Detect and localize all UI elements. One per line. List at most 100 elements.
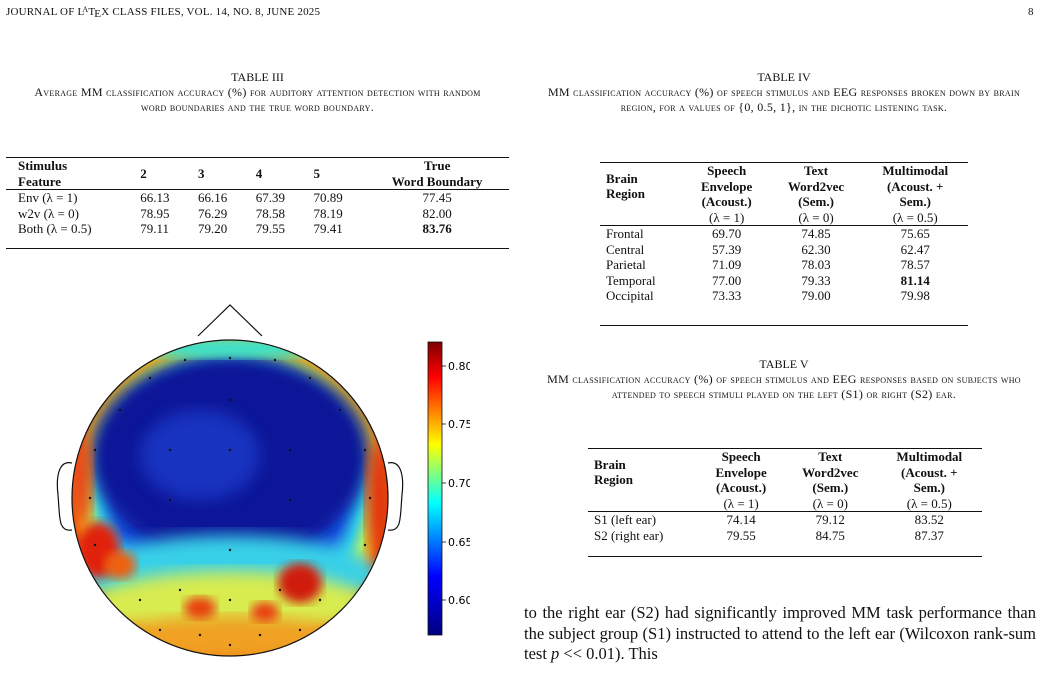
table-cell: 79.33 xyxy=(801,272,831,288)
row-label: w2v (λ = 0) xyxy=(18,205,79,221)
table-cell: 81.14 xyxy=(900,272,930,288)
table-cell: 78.19 xyxy=(313,205,343,221)
colorbar-tick-label: 0.75 xyxy=(448,418,470,431)
table-row: Env (λ = 1) 66.13 66.16 67.39 70.89 77.45 xyxy=(6,190,509,206)
colorbar-tick-label: 0.70 xyxy=(448,477,470,490)
row-label: Parietal xyxy=(606,257,646,272)
row-label: Both (λ = 0.5) xyxy=(18,221,92,236)
table5-lambda: (λ = 1) xyxy=(723,495,759,511)
page-number: 8 xyxy=(1028,6,1034,18)
table3-header: 2 xyxy=(140,165,147,181)
table3-header: 5 xyxy=(313,165,320,181)
head-outline xyxy=(71,339,389,657)
table-cell: 70.89 xyxy=(313,190,343,205)
row-label: Temporal xyxy=(606,272,656,288)
table-cell: 79.00 xyxy=(801,288,831,303)
table5-number: TABLE V xyxy=(759,357,809,371)
table-cell: 62.30 xyxy=(801,241,831,257)
row-label: S2 (right ear) xyxy=(594,527,664,543)
table4-lambda: (λ = 0.5) xyxy=(892,209,938,225)
table-cell: 71.09 xyxy=(712,257,742,272)
table-cell: 76.29 xyxy=(197,205,228,221)
table3-number: TABLE III xyxy=(231,70,284,84)
table3-caption: TABLE III Average MM classification accu… xyxy=(6,70,509,115)
table-row: S2 (right ear) 79.55 84.75 87.37 xyxy=(588,528,982,544)
body-paragraph: to the right ear (S2) had significantly … xyxy=(524,603,1036,663)
table3: Stimulus Feature 2 3 4 5 True Word Boundar… xyxy=(6,157,509,237)
table-cell: 69.70 xyxy=(712,226,742,241)
table-cell: 57.39 xyxy=(712,241,742,257)
table5-header-mm: Multimodal (Acoust. + Sem.) xyxy=(896,449,963,495)
table5-caption: TABLE V MM classification accuracy (%) o… xyxy=(530,357,1038,402)
table5-header-w2v: Text Word2vec (Sem.) xyxy=(802,449,859,495)
table-cell: 77.00 xyxy=(712,272,742,288)
table-cell: 79.98 xyxy=(900,288,930,303)
table-cell: 74.85 xyxy=(801,226,831,241)
table-cell: 79.55 xyxy=(726,527,756,543)
table-cell: 75.65 xyxy=(900,226,930,241)
table4-header-w2v: Text Word2vec (Sem.) xyxy=(787,163,845,209)
table5-bottom-rule xyxy=(588,556,982,557)
table-row: Occipital 73.33 79.00 79.98 xyxy=(600,288,968,304)
table-cell: 79.41 xyxy=(313,221,343,236)
table4-number: TABLE IV xyxy=(757,70,811,84)
eeg-topomap: 0.80 0.75 0.70 0.65 0.60 xyxy=(56,304,470,657)
colorbar-tick-label: 0.65 xyxy=(448,536,470,549)
table3-header: 4 xyxy=(255,165,263,181)
colorbar-tick-label: 0.80 xyxy=(448,360,470,373)
row-label: S1 (left ear) xyxy=(594,512,657,527)
table3-header: 3 xyxy=(197,165,205,181)
table-cell: 77.45 xyxy=(422,190,452,205)
row-label: Frontal xyxy=(606,226,644,241)
colorbar xyxy=(427,341,443,636)
table-cell: 73.33 xyxy=(712,288,742,303)
journal-header: JOURNAL OF LATEX CLASS FILES, VOL. 14, N… xyxy=(6,5,321,20)
nose-outline xyxy=(197,304,263,337)
table-cell: 62.47 xyxy=(900,241,930,257)
table3-header-stimulus: Stimulus Feature xyxy=(18,158,68,189)
table4-bottom-rule xyxy=(600,325,968,326)
table5-header-env: Speech Envelope (Acoust.) xyxy=(715,449,767,495)
table-cell: 79.12 xyxy=(815,512,845,527)
table-cell: 74.14 xyxy=(726,512,756,527)
table-cell: 79.55 xyxy=(255,221,285,236)
table3-bottom-rule xyxy=(6,248,509,249)
table-row: Temporal 77.00 79.33 81.14 xyxy=(600,273,968,289)
table-cell: 82.00 xyxy=(422,205,452,221)
row-label: Env (λ = 1) xyxy=(18,190,78,205)
table4-header-region: Brain Region xyxy=(606,170,645,202)
table-cell: 78.03 xyxy=(801,257,831,272)
table5: Brain Region Speech Envelope (Acoust.) Text… xyxy=(588,448,982,543)
table4-header-env: Speech Envelope (Acoust.) xyxy=(701,163,753,209)
table-cell: 87.37 xyxy=(914,527,944,543)
table3-header-true: True Word Boundary xyxy=(391,158,483,189)
table-cell: 79.11 xyxy=(140,221,169,236)
right-ear-outline xyxy=(387,462,404,531)
table4: Brain Region Speech Envelope (Acoust.) Text… xyxy=(600,162,968,304)
table-row: w2v (λ = 0) 78.95 76.29 78.58 78.19 82.00 xyxy=(6,206,509,222)
table5-header-region: Brain Region xyxy=(594,456,633,488)
table4-lambda: (λ = 0) xyxy=(798,209,834,225)
table-row: Both (λ = 0.5) 79.11 79.20 79.55 79.41 83.76 xyxy=(6,221,509,237)
table-cell: 66.16 xyxy=(197,190,228,205)
colorbar-tick-label: 0.60 xyxy=(448,594,470,607)
table-cell: 79.20 xyxy=(197,221,228,236)
table4-caption: TABLE IV MM classification accuracy (%) … xyxy=(530,70,1038,115)
row-label: Central xyxy=(606,241,645,257)
table-cell: 78.57 xyxy=(900,257,930,272)
table-cell: 66.13 xyxy=(140,190,170,205)
table-row: Frontal 69.70 74.85 75.65 xyxy=(600,226,968,242)
table4-lambda: (λ = 1) xyxy=(709,209,745,225)
table-row: S1 (left ear) 74.14 79.12 83.52 xyxy=(588,512,982,528)
table5-lambda: (λ = 0) xyxy=(812,495,848,511)
table-cell: 67.39 xyxy=(255,190,285,205)
table5-lambda: (λ = 0.5) xyxy=(906,495,952,511)
row-label: Occipital xyxy=(606,288,654,303)
table-cell: 84.75 xyxy=(815,527,845,543)
table-cell: 78.58 xyxy=(255,205,285,221)
table-cell: 78.95 xyxy=(140,205,170,221)
table-cell: 83.76 xyxy=(422,221,452,236)
left-ear-outline xyxy=(56,462,73,531)
table-row: Central 57.39 62.30 62.47 xyxy=(600,242,968,258)
table4-header-mm: Multimodal (Acoust. + Sem.) xyxy=(882,163,949,209)
